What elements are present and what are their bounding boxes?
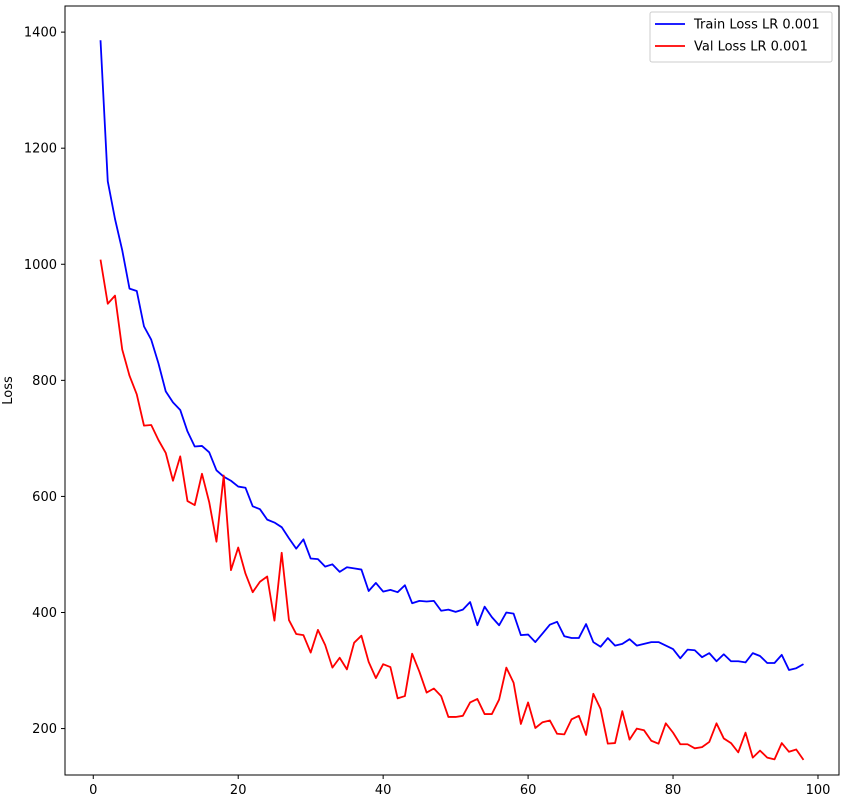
y-tick-label: 1000 — [24, 258, 57, 273]
y-tick-label: 200 — [32, 722, 57, 737]
legend-label-1: Val Loss LR 0.001 — [694, 40, 808, 55]
x-tick-label: 20 — [230, 783, 247, 798]
x-tick-label: 80 — [665, 783, 682, 798]
y-tick-label: 800 — [32, 374, 57, 389]
legend-label-0: Train Loss LR 0.001 — [693, 18, 820, 33]
y-tick-label: 1400 — [24, 26, 57, 41]
x-tick-label: 40 — [375, 783, 392, 798]
legend: Train Loss LR 0.001 Val Loss LR 0.001 — [649, 11, 833, 63]
series-layer — [99, 40, 805, 761]
y-tick-label: 1200 — [24, 142, 57, 157]
x-tick-label: 60 — [520, 783, 537, 798]
x-tick-label: 0 — [89, 783, 97, 798]
y-axis: 200 400 600 800 1000 1200 1400 — [24, 26, 65, 737]
y-tick-label: 400 — [32, 606, 57, 621]
x-tick-label: 100 — [806, 783, 831, 798]
plot-frame — [64, 5, 840, 776]
x-axis: 0 20 40 60 80 100 — [89, 775, 830, 798]
series-line-0 — [99, 40, 804, 671]
series-line-1 — [99, 259, 805, 761]
y-axis-label: Loss — [1, 376, 16, 405]
y-tick-label: 600 — [32, 490, 57, 505]
legend-box — [649, 11, 833, 63]
